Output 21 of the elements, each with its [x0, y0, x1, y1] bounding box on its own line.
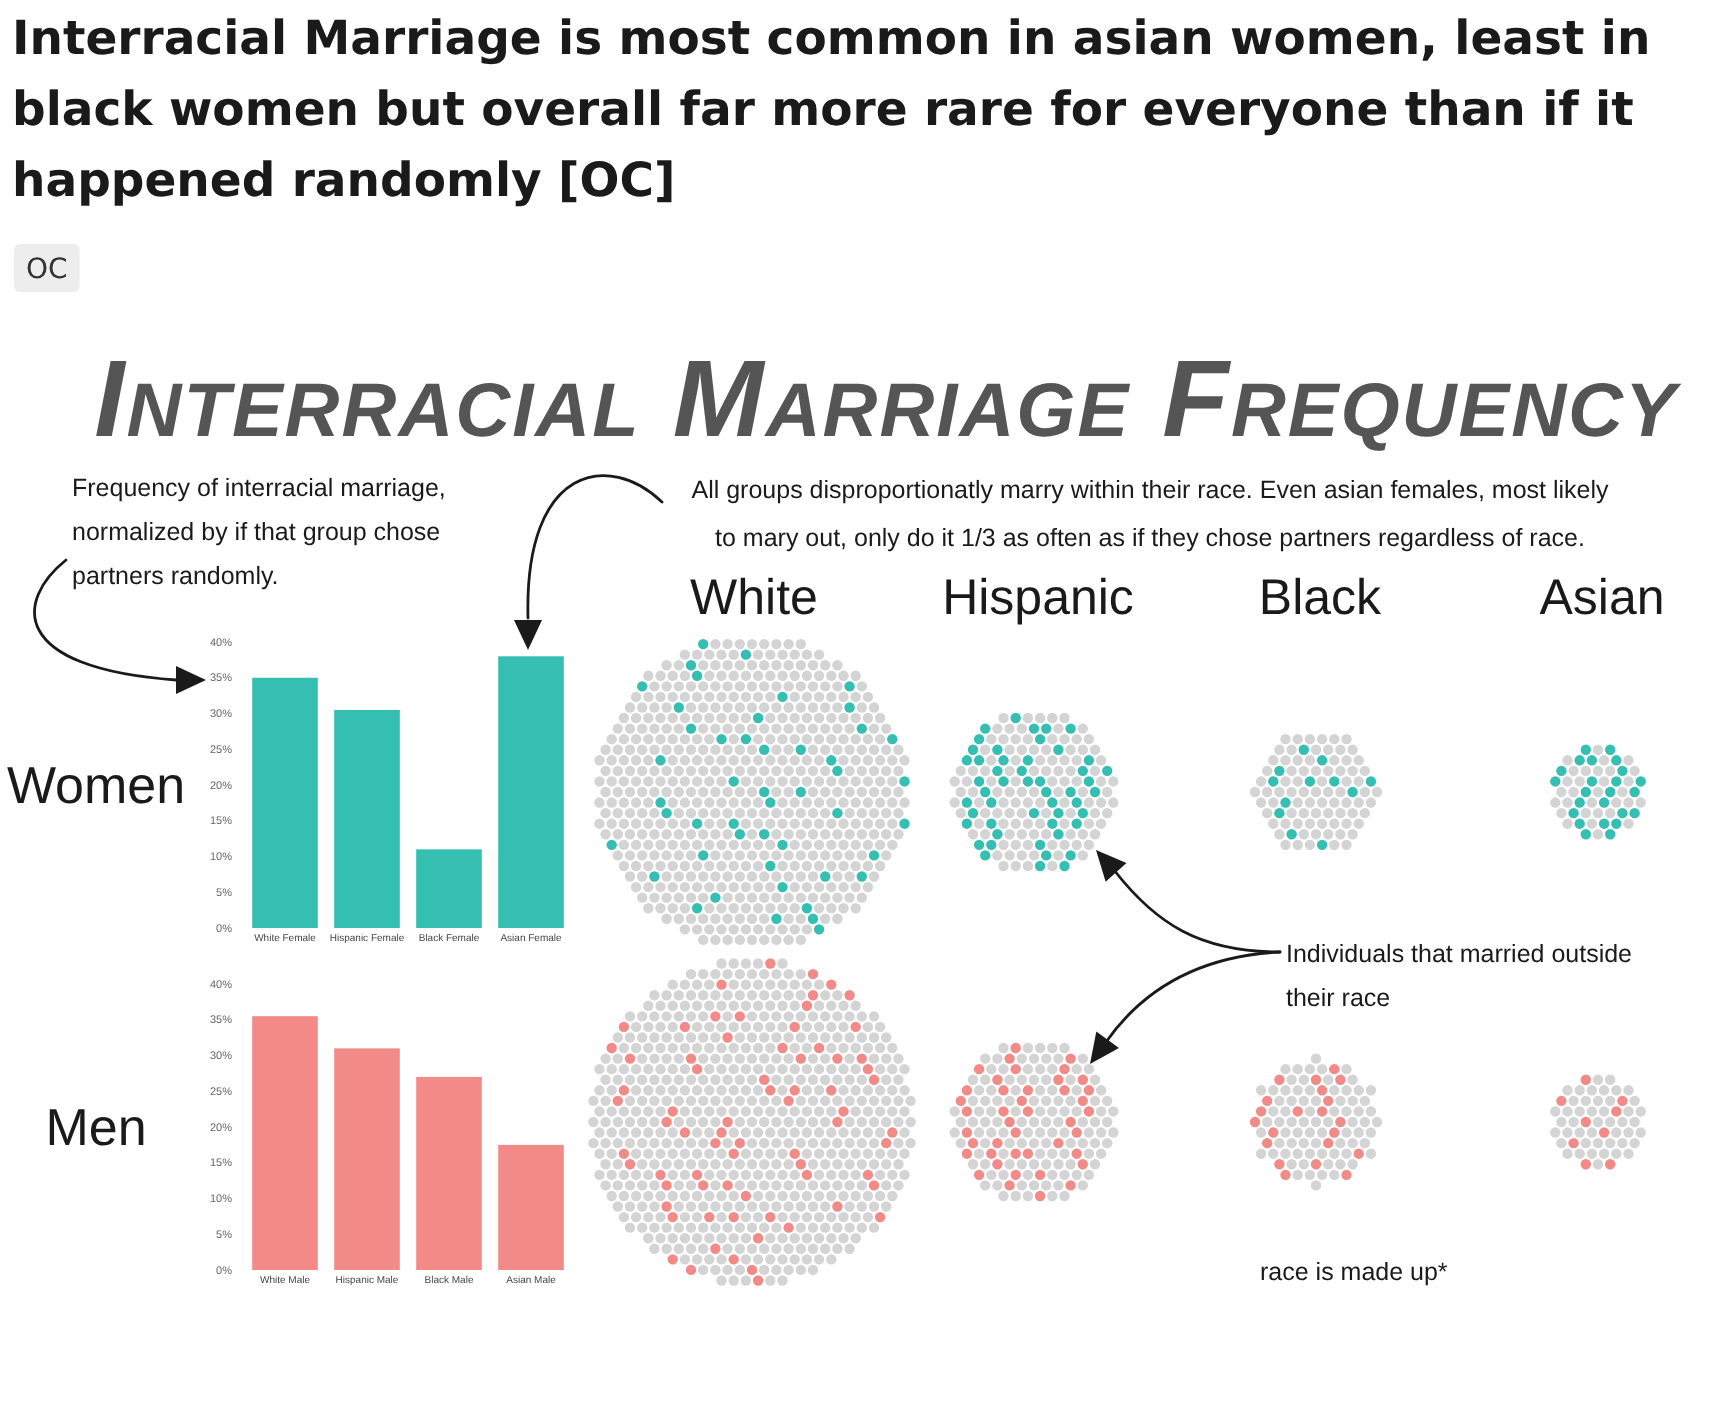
- bar: [252, 1016, 318, 1270]
- text: OC: [26, 254, 69, 286]
- bar: [334, 709, 400, 928]
- text: Black: [1258, 570, 1383, 626]
- bar: [334, 1048, 400, 1270]
- bar: [252, 677, 318, 928]
- y-axis-title: Women: [6, 755, 186, 815]
- text: Individuals that married outside their race: [1286, 940, 1633, 1012]
- text: Interracial Marriage is most common in asian women, least in black women but overall far more rare for everyone than if it happened randomly [OC]: [12, 10, 1651, 208]
- y-axis-title: Men: [45, 1097, 147, 1157]
- text: Hispanic: [942, 570, 1134, 626]
- bar: [498, 656, 564, 928]
- text: All groups disproportionatly marry within their race. Even asian females, most likely to mary out, only do it 1/3 as often as if they chose partners regardless of race.: [691, 476, 1611, 552]
- bar: [498, 1144, 564, 1270]
- text: Frequency of interracial marriage, normalized by if that group chose partners randomly.: [72, 474, 446, 590]
- bar: [416, 1076, 482, 1270]
- text: Asian: [1539, 570, 1665, 626]
- text: White: [690, 570, 818, 626]
- text: Interracial Marriage Frequency: [94, 338, 1683, 460]
- bar: [416, 849, 482, 928]
- text: race is made up*: [1260, 1258, 1448, 1286]
